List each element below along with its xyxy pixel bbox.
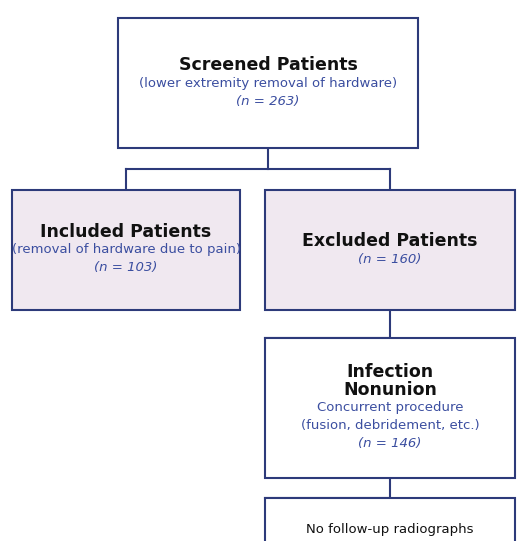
Text: (fusion, debridement, etc.): (fusion, debridement, etc.) (301, 419, 479, 432)
Bar (265, 498, 515, 541)
Text: (n = 103): (n = 103) (95, 261, 158, 274)
Text: (lower extremity removal of hardware): (lower extremity removal of hardware) (139, 76, 397, 89)
Text: (n = 263): (n = 263) (236, 95, 299, 108)
Text: Infection: Infection (346, 363, 434, 381)
Text: Screened Patients: Screened Patients (178, 56, 357, 74)
Bar (265, 190, 515, 310)
Text: (n = 146): (n = 146) (358, 438, 422, 451)
Text: (n = 160): (n = 160) (358, 253, 422, 266)
Text: Excluded Patients: Excluded Patients (302, 232, 478, 250)
Bar (118, 18, 418, 148)
Bar (265, 338, 515, 478)
Text: No follow-up radiographs: No follow-up radiographs (306, 523, 474, 536)
Bar (12, 190, 240, 310)
Text: Nonunion: Nonunion (343, 381, 437, 399)
Text: (removal of hardware due to pain): (removal of hardware due to pain) (12, 243, 241, 256)
Text: Included Patients: Included Patients (40, 223, 212, 241)
Text: Concurrent procedure: Concurrent procedure (317, 401, 463, 414)
